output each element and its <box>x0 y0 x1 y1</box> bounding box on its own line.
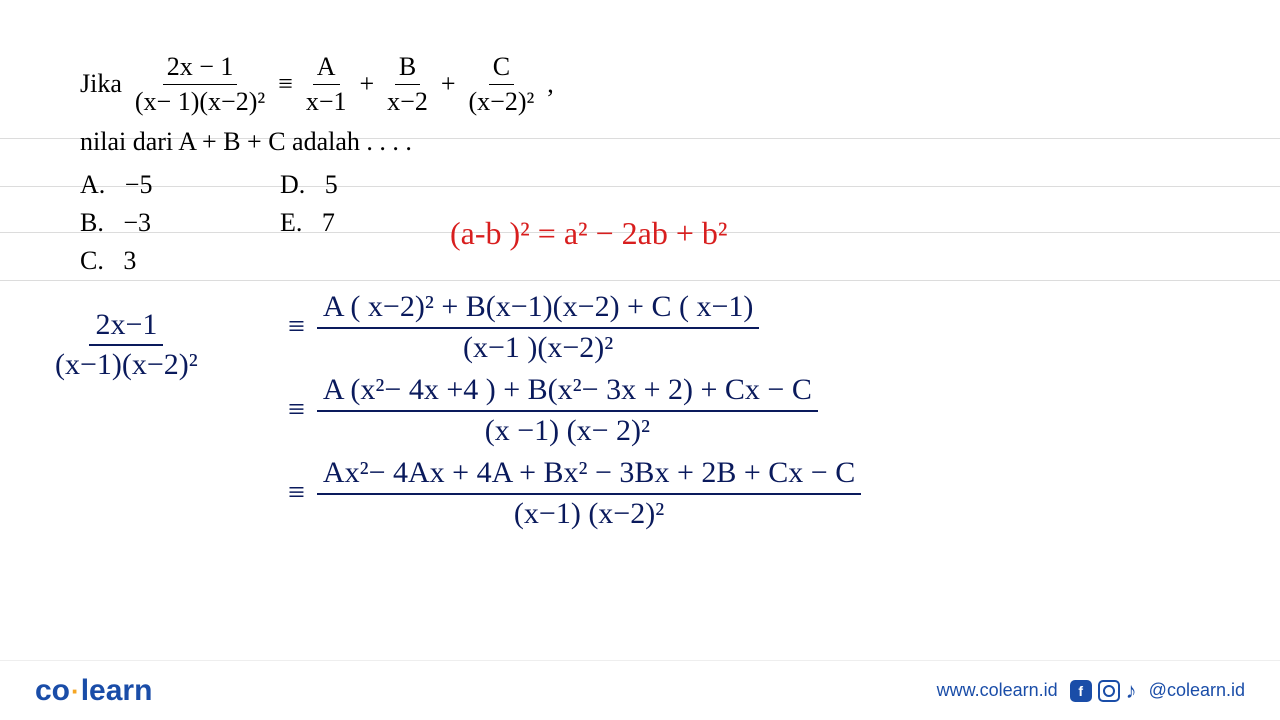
work-steps: ≡ A ( x−2)² + B(x−1)(x−2) + C ( x−1) (x−… <box>280 290 865 539</box>
rhs-frac-c: C (x−2)² <box>465 50 539 119</box>
footer-right: www.colearn.id f ♪ @colearn.id <box>937 678 1245 704</box>
facebook-icon: f <box>1070 680 1092 702</box>
footer: co·learn www.colearn.id f ♪ @colearn.id <box>0 660 1280 720</box>
intro-word: Jika <box>80 67 122 101</box>
footer-handle: @colearn.id <box>1149 680 1245 701</box>
plus-1: + <box>360 67 375 101</box>
work-lhs: 2x−1 (x−1)(x−2)² <box>45 308 208 382</box>
logo-co: co <box>35 674 70 707</box>
work-lhs-den: (x−1)(x−2)² <box>49 346 204 382</box>
equiv-step3: ≡ <box>288 476 305 511</box>
logo: co·learn <box>35 674 152 708</box>
tiktok-icon: ♪ <box>1126 678 1137 704</box>
option-b: B. −3 <box>80 206 280 240</box>
plus-2: + <box>441 67 456 101</box>
option-d: D. 5 <box>280 168 480 202</box>
option-a: A. −5 <box>80 168 280 202</box>
equiv-step2: ≡ <box>288 393 305 428</box>
step1-fraction: A ( x−2)² + B(x−1)(x−2) + C ( x−1) (x−1 … <box>317 290 759 365</box>
logo-dot-icon: · <box>71 676 80 706</box>
social-icons: f ♪ <box>1070 678 1137 704</box>
option-c: C. 3 <box>80 244 280 278</box>
rhs-frac-b: B x−2 <box>383 50 432 119</box>
footer-url: www.colearn.id <box>937 680 1058 701</box>
equiv-sign: ≡ <box>278 67 293 101</box>
equiv-step1: ≡ <box>288 310 305 345</box>
formula-annotation: (a-b )² = a² − 2ab + b² <box>450 215 728 252</box>
question-line: nilai dari A + B + C adalah . . . . <box>80 125 554 159</box>
logo-learn: learn <box>81 674 153 707</box>
rhs-frac-a: A x−1 <box>302 50 351 119</box>
step2-fraction: A (x²− 4x +4 ) + B(x²− 3x + 2) + Cx − C … <box>317 373 818 448</box>
comma: , <box>547 67 554 101</box>
work-lhs-num: 2x−1 <box>89 308 163 346</box>
lhs-fraction: 2x − 1 (x− 1)(x−2)² <box>131 50 269 119</box>
instagram-icon <box>1098 680 1120 702</box>
step3-fraction: Ax²− 4Ax + 4A + Bx² − 3Bx + 2B + Cx − C … <box>317 456 861 531</box>
